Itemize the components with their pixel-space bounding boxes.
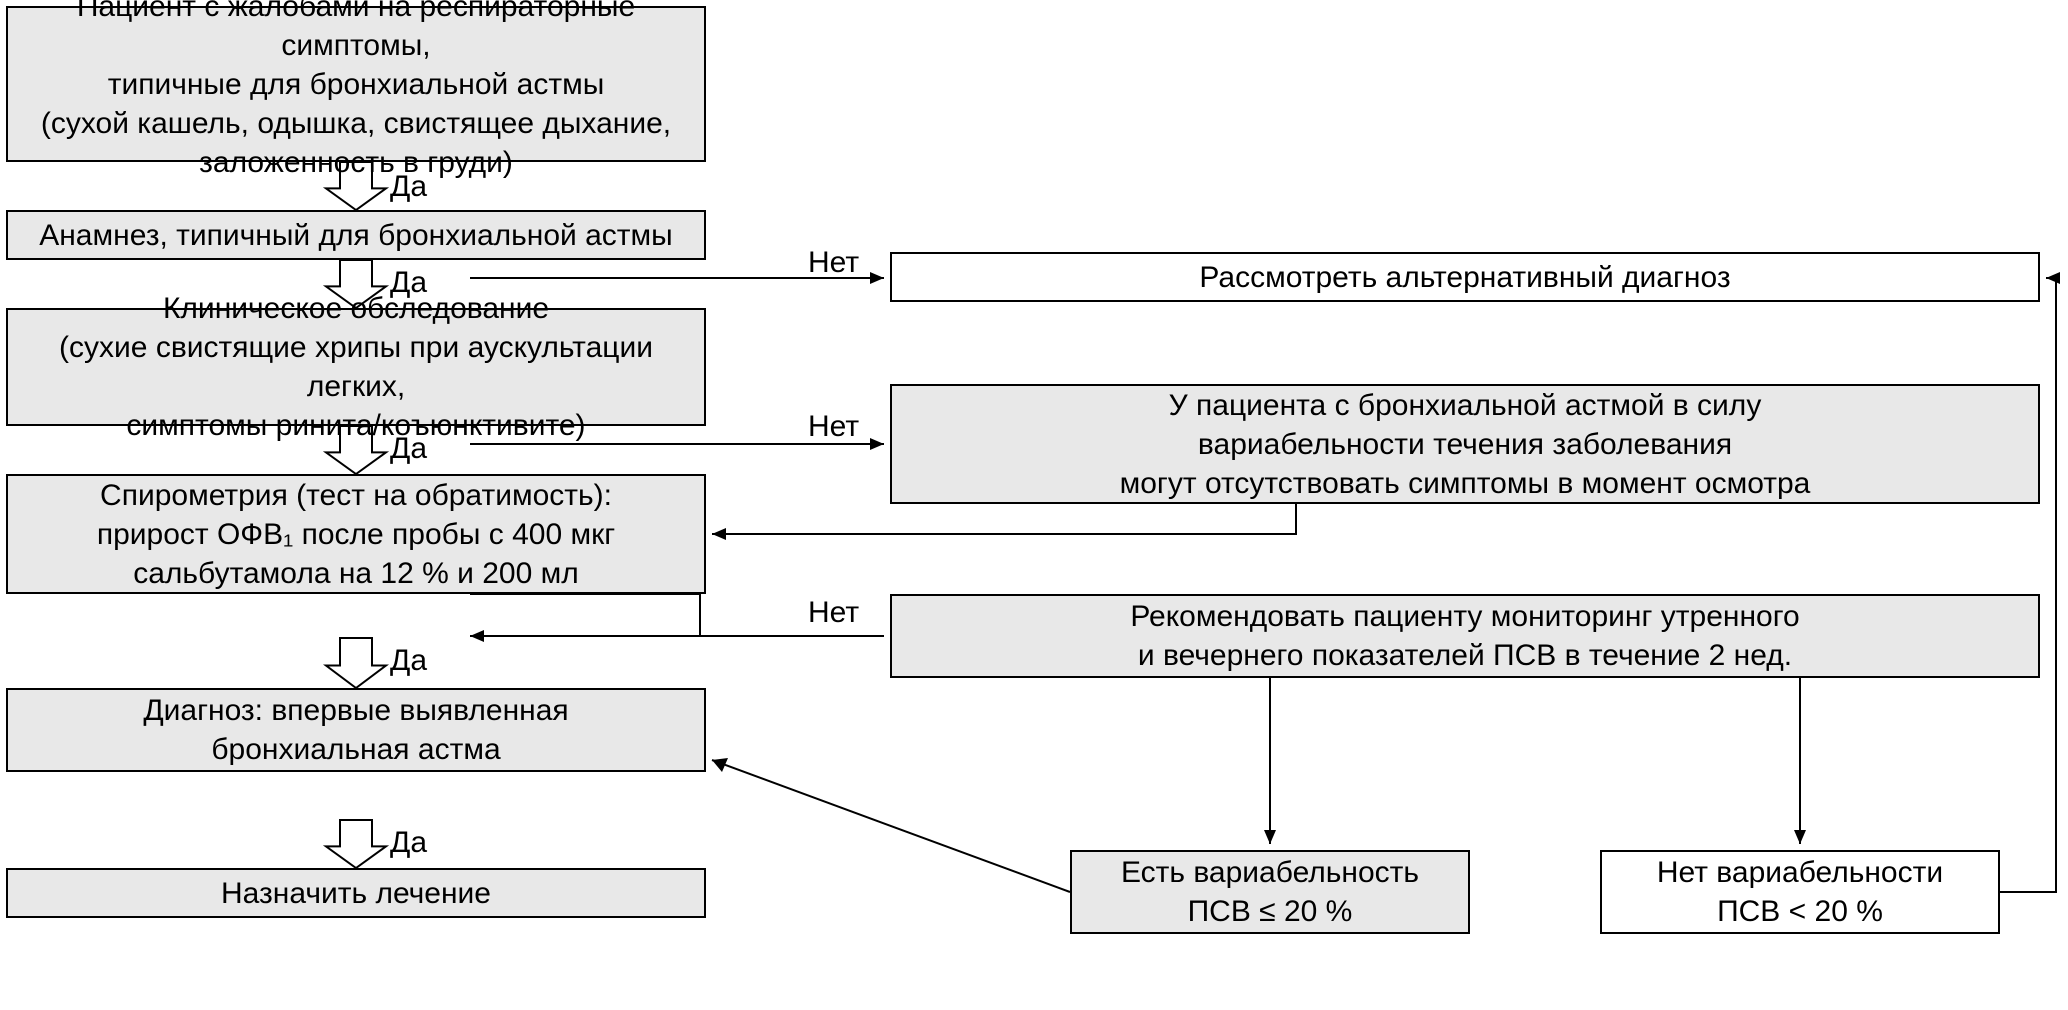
node-text: Анамнез, типичный для бронхиальной астмы bbox=[39, 216, 673, 255]
node-text: Клиническое обследование (сухие свистящи… bbox=[20, 289, 692, 445]
edge-line bbox=[2000, 278, 2056, 892]
arrowhead-leftup bbox=[712, 758, 728, 772]
node-text: Рассмотреть альтернативный диагноз bbox=[1199, 258, 1730, 297]
block-arrow-down bbox=[326, 820, 386, 868]
node-n1: Пациент с жалобами на респираторные симп… bbox=[6, 6, 706, 162]
edge-line bbox=[712, 760, 1070, 892]
node-text: Назначить лечение bbox=[221, 874, 491, 913]
node-n9: Рекомендовать пациенту мониторинг утренн… bbox=[890, 594, 2040, 678]
node-n2: Анамнез, типичный для бронхиальной астмы bbox=[6, 210, 706, 260]
arrowhead-left bbox=[712, 528, 726, 540]
node-n4: Спирометрия (тест на обратимость): приро… bbox=[6, 474, 706, 594]
edge-label-no-5: Нет bbox=[808, 246, 859, 280]
node-n6: Назначить лечение bbox=[6, 868, 706, 918]
edge-label-yes-3: Да bbox=[390, 644, 427, 678]
block-arrow-down bbox=[326, 638, 386, 688]
node-text: У пациента с бронхиальной астмой в силу … bbox=[1120, 386, 1811, 503]
edge-label-no-6: Нет bbox=[808, 410, 859, 444]
node-n11: Нет вариабельности ПСВ < 20 % bbox=[1600, 850, 2000, 934]
edge-line bbox=[712, 504, 1296, 534]
arrowhead-left bbox=[2046, 272, 2060, 284]
node-n5: Диагноз: впервые выявленная бронхиальная… bbox=[6, 688, 706, 772]
edge-label-no-7: Нет bbox=[808, 596, 859, 630]
edge-line bbox=[470, 594, 700, 636]
flowchart-canvas: Пациент с жалобами на респираторные симп… bbox=[0, 0, 2068, 1010]
edge-label-yes-2: Да bbox=[390, 432, 427, 466]
arrowhead-left bbox=[470, 630, 484, 642]
node-n3: Клиническое обследование (сухие свистящи… bbox=[6, 308, 706, 426]
arrowhead-down bbox=[1794, 830, 1806, 844]
node-text: Нет вариабельности ПСВ < 20 % bbox=[1657, 853, 1943, 931]
node-text: Есть вариабельность ПСВ ≤ 20 % bbox=[1121, 853, 1419, 931]
edge-label-yes-4: Да bbox=[390, 826, 427, 860]
edge-label-yes-0: Да bbox=[390, 170, 427, 204]
node-text: Пациент с жалобами на респираторные симп… bbox=[20, 0, 692, 182]
node-n7: Рассмотреть альтернативный диагноз bbox=[890, 252, 2040, 302]
node-text: Диагноз: впервые выявленная бронхиальная… bbox=[143, 691, 568, 769]
node-text: Спирометрия (тест на обратимость): приро… bbox=[97, 476, 615, 593]
node-n10: Есть вариабельность ПСВ ≤ 20 % bbox=[1070, 850, 1470, 934]
node-text: Рекомендовать пациенту мониторинг утренн… bbox=[1130, 597, 1799, 675]
arrowhead-right bbox=[870, 272, 884, 284]
edge-label-yes-1: Да bbox=[390, 266, 427, 300]
arrowhead-down bbox=[1264, 830, 1276, 844]
node-n8: У пациента с бронхиальной астмой в силу … bbox=[890, 384, 2040, 504]
arrowhead-right bbox=[870, 438, 884, 450]
